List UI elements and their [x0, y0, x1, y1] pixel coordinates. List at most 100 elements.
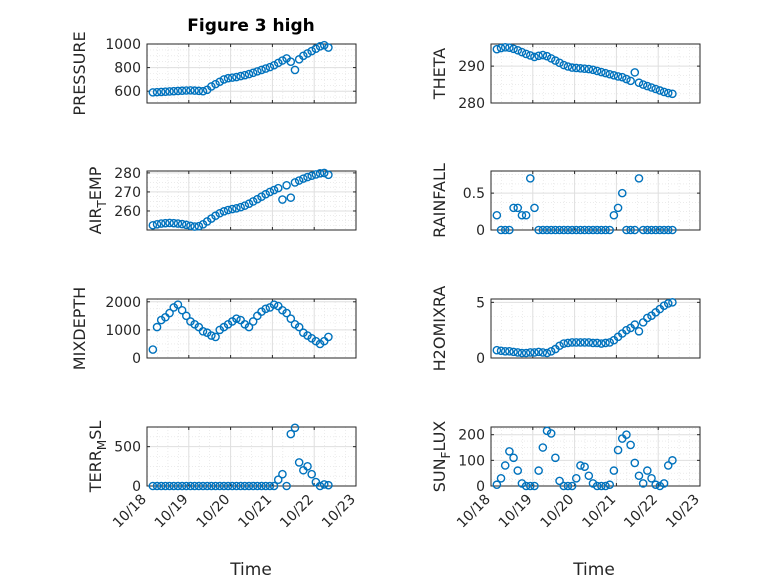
- data-point: [156, 219, 166, 228]
- data-point: [597, 225, 606, 235]
- data-point: [198, 86, 208, 96]
- data-point: [181, 220, 191, 230]
- data-point: [505, 225, 514, 235]
- data-point: [617, 72, 627, 82]
- data-point: [592, 66, 602, 76]
- data-point: [538, 443, 548, 452]
- data-point: [211, 332, 220, 342]
- data-point: [261, 481, 271, 491]
- data-point: [169, 481, 179, 491]
- data-point: [663, 88, 673, 98]
- y-axis-label: H2OMIXRA: [430, 286, 449, 372]
- data-point: [253, 194, 262, 204]
- y-tick-label: 2000: [105, 295, 141, 311]
- data-point: [286, 314, 296, 323]
- data-point: [605, 69, 615, 79]
- data-point: [223, 481, 233, 491]
- data-point: [592, 481, 602, 491]
- data-point: [597, 67, 606, 77]
- data-point: [227, 204, 237, 214]
- data-point: [597, 339, 606, 348]
- data-point: [198, 481, 208, 491]
- y-tick-label: 100: [458, 453, 485, 469]
- data-point: [655, 225, 665, 235]
- data-point: [630, 458, 640, 468]
- data-point: [248, 197, 258, 206]
- axes-box: [490, 298, 701, 359]
- data-point: [148, 481, 158, 491]
- data-point: [148, 88, 158, 97]
- data-point: [286, 429, 296, 439]
- data-point: [651, 480, 660, 490]
- data-point: [513, 348, 523, 357]
- data-point: [576, 64, 585, 73]
- data-point: [211, 79, 220, 89]
- data-point: [668, 456, 677, 465]
- y-tick-label: 290: [458, 59, 485, 75]
- data-point: [546, 429, 556, 438]
- y-tick-label: 0: [132, 479, 141, 495]
- data-point: [324, 43, 333, 52]
- data-point: [571, 63, 581, 73]
- data-point: [232, 72, 241, 82]
- y-tick-label: 280: [458, 96, 485, 112]
- data-point: [659, 225, 669, 235]
- data-point: [186, 481, 195, 491]
- data-point: [638, 80, 648, 89]
- data-point: [190, 481, 199, 491]
- data-point: [257, 192, 266, 201]
- data-point: [584, 338, 594, 347]
- data-point: [207, 481, 216, 491]
- plot-area: [491, 171, 700, 230]
- data-point: [601, 225, 610, 235]
- data-point: [513, 203, 523, 213]
- data-point: [315, 481, 325, 491]
- data-point: [194, 481, 204, 491]
- data-point: [190, 222, 199, 231]
- y-axis-label: RAINFALL: [430, 163, 449, 238]
- data-point: [542, 348, 552, 358]
- x-axis-label-right: Time: [572, 560, 615, 580]
- axes-box: [146, 170, 357, 231]
- data-point: [278, 56, 287, 65]
- data-point: [634, 326, 644, 336]
- data-point: [253, 481, 262, 491]
- data-point: [626, 440, 635, 450]
- data-point: [655, 86, 665, 95]
- data-point: [319, 480, 329, 489]
- data-point: [563, 62, 573, 71]
- data-point: [286, 57, 296, 67]
- data-point: [190, 86, 199, 95]
- data-point: [601, 338, 610, 348]
- data-point: [617, 188, 627, 198]
- data-point: [165, 218, 174, 228]
- panel-pressure: 600 800 1000 PRESSURE: [70, 31, 357, 116]
- data-point: [663, 299, 673, 308]
- data-point: [509, 347, 518, 357]
- y-tick-label: 0: [476, 223, 485, 239]
- y-tick-label: 270: [114, 185, 141, 201]
- data-point: [580, 225, 589, 235]
- data-point: [492, 480, 502, 490]
- data-point: [634, 174, 644, 183]
- x-axis-label-left: Time: [229, 560, 272, 580]
- data-point: [663, 461, 673, 470]
- data-point: [240, 201, 250, 210]
- data-point: [496, 474, 506, 483]
- data-point: [546, 347, 556, 356]
- data-point: [269, 300, 279, 309]
- data-point: [626, 225, 635, 235]
- data-point: [496, 43, 506, 53]
- data-point: [496, 225, 506, 235]
- data-point: [253, 67, 262, 76]
- data-point: [605, 225, 615, 235]
- data-point: [592, 225, 602, 235]
- data-point: [630, 68, 640, 77]
- data-point: [181, 86, 191, 95]
- data-point: [651, 225, 660, 235]
- data-point: [215, 77, 225, 87]
- data-point: [551, 225, 560, 235]
- data-point: [244, 69, 254, 79]
- data-point: [232, 314, 241, 323]
- data-point: [282, 308, 291, 318]
